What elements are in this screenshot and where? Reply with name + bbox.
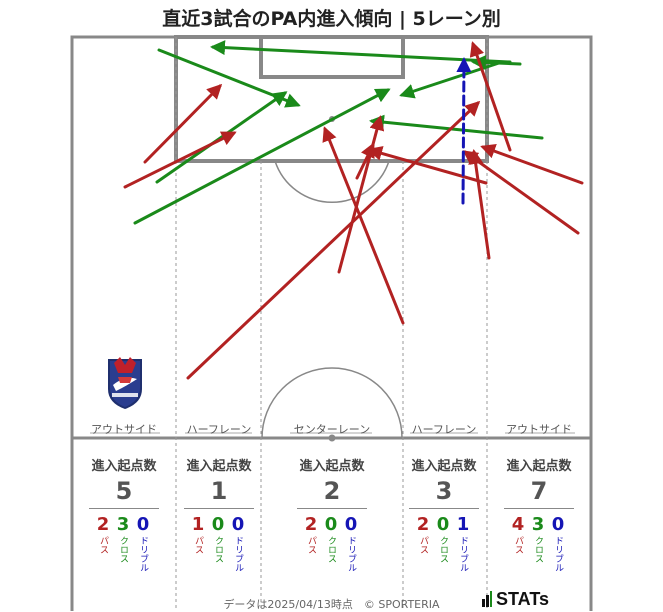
entry-breakdown: 2 パス 3 クロス 0 ドリブル [96, 514, 150, 573]
penalty-arc [274, 160, 390, 204]
entry-count-title: 進入起点数 [411, 459, 477, 474]
pass-label: パス [98, 536, 108, 554]
lane-label-halfspace-right: ハーフレーン [411, 423, 477, 436]
entry-breakdown: 2 パス 0 クロス 0 ドリブル [304, 514, 358, 573]
entry-count-total: 3 [435, 477, 453, 505]
arrow-layer [123, 40, 584, 380]
entry-count-total: 5 [115, 477, 133, 505]
dribble-label: ドリブル [553, 536, 563, 572]
footer-credit: データは2025/04/13時点 © SPORTERIA [223, 598, 440, 611]
club-crest-logo [108, 357, 142, 409]
pass-count: 2 [416, 514, 430, 535]
cross-count: 0 [324, 514, 338, 535]
entry-count-title: 進入起点数 [91, 459, 157, 474]
pass-arrow [462, 150, 580, 235]
entry-count-title: 進入起点数 [506, 459, 572, 474]
count-divider [184, 508, 254, 509]
pass-arrow [143, 83, 223, 164]
entry-count-total: 7 [530, 477, 548, 505]
count-divider [89, 508, 159, 509]
dribble-count: 0 [231, 514, 245, 535]
pass-arrow [469, 41, 512, 152]
cross-label: クロス [533, 536, 543, 563]
count-divider [504, 508, 574, 509]
pass-arrow [186, 100, 481, 380]
dribble-arrow [456, 57, 472, 205]
pass-arrow [468, 149, 491, 260]
pass-arrow [322, 126, 405, 325]
center-spot [328, 434, 336, 442]
pass-label: パス [193, 536, 203, 554]
dribble-count: 0 [136, 514, 150, 535]
cross-count: 0 [436, 514, 450, 535]
brand-mark-icon [482, 591, 492, 607]
pass-label: パス [418, 536, 428, 554]
pass-count: 2 [304, 514, 318, 535]
lane-label-halfspace-left: ハーフレーン [186, 423, 252, 436]
pass-arrow [367, 146, 488, 185]
count-divider [297, 508, 367, 509]
cross-arrow [133, 88, 391, 225]
lane-label-outside-left: アウトサイド [91, 423, 157, 436]
chart-title: 直近3試合のPA内進入傾向 | 5レーン別 [162, 8, 501, 30]
cross-count: 0 [211, 514, 225, 535]
pass-count: 2 [96, 514, 110, 535]
cross-label: クロス [213, 536, 223, 563]
pass-arrow [123, 131, 237, 189]
pass-arrow [480, 144, 584, 185]
cross-count: 3 [531, 514, 545, 535]
dribble-count: 1 [456, 514, 470, 535]
dribble-label: ドリブル [346, 536, 356, 572]
pass-label: パス [306, 536, 316, 554]
entry-breakdown: 4 パス 3 クロス 0 ドリブル [511, 514, 565, 573]
entry-breakdown: 1 パス 0 クロス 0 ドリブル [191, 514, 245, 573]
entry-count-total: 1 [210, 477, 228, 505]
entry-breakdown: 2 パス 0 クロス 1 ドリブル [416, 514, 470, 573]
count-divider [409, 508, 479, 509]
lane-label-center: センターレーン [293, 423, 371, 436]
dribble-count: 0 [551, 514, 565, 535]
cross-count: 3 [116, 514, 130, 535]
cross-label: クロス [438, 536, 448, 563]
entry-count-title: 進入起点数 [186, 459, 252, 474]
cross-label: クロス [118, 536, 128, 563]
cross-label: クロス [326, 536, 336, 563]
cross-arrow [399, 60, 504, 99]
dribble-label: ドリブル [233, 536, 243, 572]
center-circle [261, 367, 403, 439]
entry-count-total: 2 [323, 477, 341, 505]
lane-label-outside-right: アウトサイド [506, 423, 572, 436]
dribble-count: 0 [344, 514, 358, 535]
entry-count-title: 進入起点数 [299, 459, 365, 474]
pass-label: パス [513, 536, 523, 554]
dribble-label: ドリブル [458, 536, 468, 572]
pass-count: 4 [511, 514, 525, 535]
cross-arrow [369, 114, 544, 140]
pass-count: 1 [191, 514, 205, 535]
dribble-label: ドリブル [138, 536, 148, 572]
brand-logo: STATs [496, 589, 549, 609]
